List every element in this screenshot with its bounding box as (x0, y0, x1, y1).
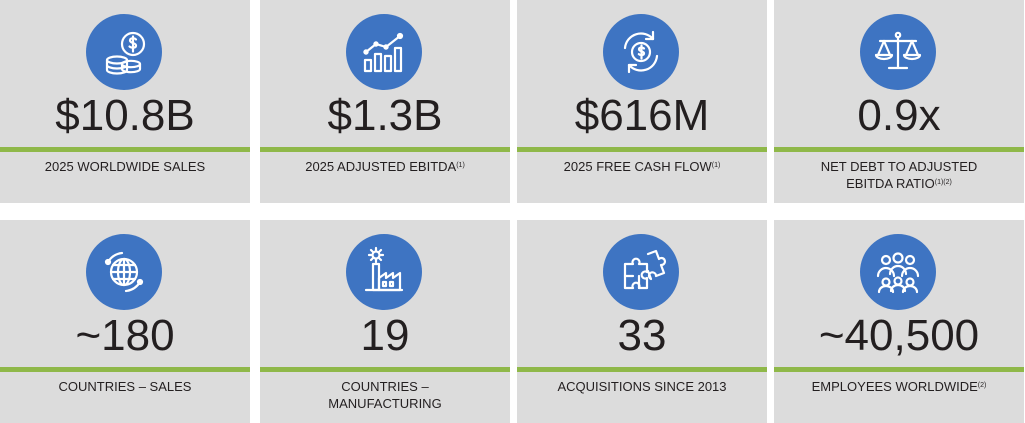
people-group-icon (860, 234, 936, 310)
stat-label: 2025 FREE CASH FLOW(1) (517, 158, 767, 175)
stat-label-text-line2: MANUFACTURING (328, 396, 442, 411)
accent-divider (774, 147, 1024, 152)
stat-label-text: ACQUISITIONS SINCE 2013 (557, 379, 727, 394)
footnote-marker: (2) (977, 382, 987, 389)
stat-label-text: COUNTRIES – (341, 379, 429, 394)
stat-label-text: 2025 ADJUSTED EBITDA (305, 159, 457, 174)
footnote-marker: (1) (711, 162, 721, 169)
globe-icon (86, 234, 162, 310)
stat-card-employees: ~40,500 EMPLOYEES WORLDWIDE(2) (774, 220, 1024, 423)
stat-value: 19 (360, 311, 410, 360)
stat-value: 33 (617, 311, 667, 360)
factory-icon (346, 234, 422, 310)
stat-label: 2025 ADJUSTED EBITDA(1) (260, 158, 510, 175)
cash-cycle-icon (603, 14, 679, 90)
accent-divider (0, 367, 250, 372)
footnote-marker: (1) (456, 162, 465, 169)
stat-label-text: 2025 FREE CASH FLOW (563, 159, 712, 174)
stat-value: $10.8B (55, 91, 195, 140)
balance-scale-icon (860, 14, 936, 90)
stat-value: $616M (574, 91, 710, 140)
stat-label: 2025 WORLDWIDE SALES (0, 158, 250, 175)
coins-dollar-icon (86, 14, 162, 90)
stat-card-acquisitions: 33 ACQUISITIONS SINCE 2013 (517, 220, 767, 423)
stat-label: ACQUISITIONS SINCE 2013 (517, 378, 767, 395)
stat-label: COUNTRIES – MANUFACTURING (260, 378, 510, 412)
accent-divider (774, 367, 1024, 372)
growth-chart-icon (346, 14, 422, 90)
stat-value: ~40,500 (818, 311, 980, 360)
footnote-marker: (1)(2) (934, 179, 952, 186)
stat-label-text-line2: EBITDA RATIO (846, 176, 935, 191)
stat-label-text: NET DEBT TO ADJUSTED (820, 159, 978, 174)
stat-card-countries-sales: ~180 COUNTRIES – SALES (0, 220, 250, 423)
accent-divider (517, 147, 767, 152)
accent-divider (0, 147, 250, 152)
stat-label: NET DEBT TO ADJUSTED EBITDA RATIO(1)(2) (774, 158, 1024, 192)
stat-value: 0.9x (857, 91, 941, 140)
puzzle-icon (603, 234, 679, 310)
accent-divider (517, 367, 767, 372)
stat-label: COUNTRIES – SALES (0, 378, 250, 395)
stat-label-text: EMPLOYEES WORLDWIDE (811, 379, 978, 394)
stat-value: $1.3B (327, 91, 443, 140)
accent-divider (260, 367, 510, 372)
stat-card-countries-manufacturing: 19 COUNTRIES – MANUFACTURING (260, 220, 510, 423)
stat-label-text: 2025 WORLDWIDE SALES (44, 159, 206, 174)
stat-label-text: COUNTRIES – SALES (58, 379, 192, 394)
stat-card-free-cash-flow: $616M 2025 FREE CASH FLOW(1) (517, 0, 767, 203)
stat-card-adjusted-ebitda: $1.3B 2025 ADJUSTED EBITDA(1) (260, 0, 510, 203)
accent-divider (260, 147, 510, 152)
stat-label: EMPLOYEES WORLDWIDE(2) (774, 378, 1024, 395)
stat-card-net-debt-ratio: 0.9x NET DEBT TO ADJUSTED EBITDA RATIO(1… (774, 0, 1024, 203)
stat-card-worldwide-sales: $10.8B 2025 WORLDWIDE SALES (0, 0, 250, 203)
stat-value: ~180 (75, 311, 175, 360)
